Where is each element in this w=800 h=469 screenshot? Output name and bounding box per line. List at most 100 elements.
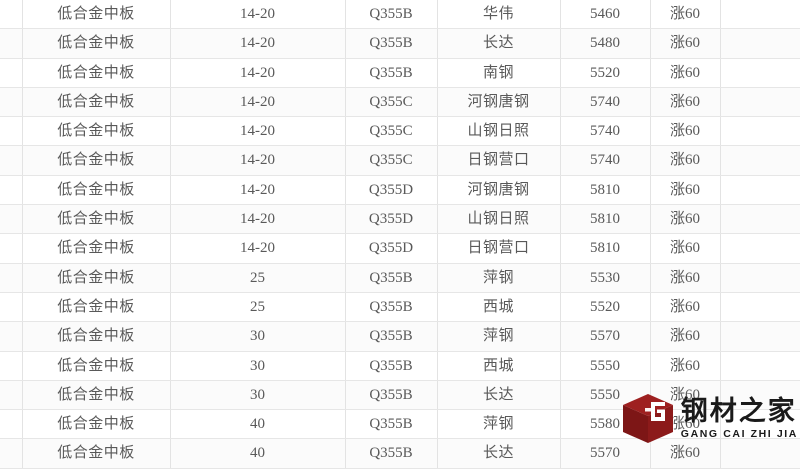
table-row[interactable]: 低合金中板 25 Q355B 萍钢 5530 涨60 — [0, 263, 800, 293]
row-gutter-right — [720, 87, 800, 118]
cell-grade: Q355B — [345, 58, 438, 88]
table-row[interactable]: 低合金中板 14-20 Q355D 山钢日照 5810 涨60 — [0, 204, 800, 235]
cell-product: 低合金中板 — [22, 409, 171, 440]
cell-spec: 40 — [170, 438, 346, 469]
row-gutter-left — [0, 409, 23, 440]
cell-grade: Q355D — [345, 233, 438, 264]
cell-mill: 萍钢 — [437, 263, 561, 293]
cell-change: 涨60 — [650, 204, 721, 235]
cell-change: 涨60 — [650, 87, 721, 118]
row-gutter-right — [720, 116, 800, 147]
cell-product: 低合金中板 — [22, 58, 171, 88]
cell-change: 涨60 — [650, 0, 721, 30]
cell-spec: 14-20 — [170, 233, 346, 264]
row-gutter-left — [0, 116, 23, 147]
cell-mill: 日钢营口 — [437, 233, 561, 264]
cell-mill: 日钢营口 — [437, 145, 561, 176]
cell-grade: Q355B — [345, 0, 438, 30]
cell-product: 低合金中板 — [22, 145, 171, 176]
row-gutter-left — [0, 28, 23, 59]
row-gutter-right — [720, 204, 800, 235]
cell-spec: 40 — [170, 409, 346, 440]
cell-mill: 西城 — [437, 351, 561, 381]
cell-change: 涨60 — [650, 58, 721, 88]
cell-spec: 25 — [170, 292, 346, 323]
cell-spec: 14-20 — [170, 116, 346, 147]
cell-product: 低合金中板 — [22, 438, 171, 469]
cell-price: 5740 — [560, 145, 651, 176]
cell-spec: 14-20 — [170, 28, 346, 59]
cell-spec: 14-20 — [170, 204, 346, 235]
cell-grade: Q355C — [345, 116, 438, 147]
cell-change: 涨60 — [650, 28, 721, 59]
cell-product: 低合金中板 — [22, 116, 171, 147]
row-gutter-right — [720, 292, 800, 323]
cell-grade: Q355C — [345, 145, 438, 176]
cell-spec: 30 — [170, 321, 346, 352]
cell-price: 5740 — [560, 87, 651, 118]
cell-mill: 山钢日照 — [437, 116, 561, 147]
table-row[interactable]: 低合金中板 40 Q355B 萍钢 5580 涨60 — [0, 409, 800, 440]
table-row[interactable]: 低合金中板 40 Q355B 长达 5570 涨60 — [0, 438, 800, 469]
table-row[interactable]: 低合金中板 14-20 Q355B 华伟 5460 涨60 — [0, 0, 800, 30]
row-gutter-right — [720, 233, 800, 264]
cell-spec: 25 — [170, 263, 346, 293]
cell-mill: 河钢唐钢 — [437, 87, 561, 118]
table-row[interactable]: 低合金中板 30 Q355B 西城 5550 涨60 — [0, 351, 800, 381]
cell-mill: 萍钢 — [437, 409, 561, 440]
table-row[interactable]: 低合金中板 25 Q355B 西城 5520 涨60 — [0, 292, 800, 323]
cell-spec: 30 — [170, 380, 346, 411]
cell-grade: Q355D — [345, 175, 438, 206]
table-row[interactable]: 低合金中板 30 Q355B 长达 5550 涨60 — [0, 380, 800, 411]
cell-change: 涨60 — [650, 380, 721, 411]
row-gutter-left — [0, 145, 23, 176]
cell-product: 低合金中板 — [22, 263, 171, 293]
cell-spec: 14-20 — [170, 58, 346, 88]
table-row[interactable]: 低合金中板 14-20 Q355B 南钢 5520 涨60 — [0, 58, 800, 88]
cell-spec: 30 — [170, 351, 346, 381]
row-gutter-right — [720, 28, 800, 59]
cell-product: 低合金中板 — [22, 380, 171, 411]
cell-price: 5810 — [560, 233, 651, 264]
cell-product: 低合金中板 — [22, 175, 171, 206]
cell-mill: 萍钢 — [437, 321, 561, 352]
cell-spec: 14-20 — [170, 175, 346, 206]
cell-product: 低合金中板 — [22, 28, 171, 59]
cell-change: 涨60 — [650, 116, 721, 147]
cell-price: 5810 — [560, 204, 651, 235]
cell-spec: 14-20 — [170, 0, 346, 30]
cell-product: 低合金中板 — [22, 87, 171, 118]
row-gutter-right — [720, 438, 800, 469]
cell-spec: 14-20 — [170, 87, 346, 118]
cell-grade: Q355B — [345, 351, 438, 381]
row-gutter-left — [0, 233, 23, 264]
row-gutter-left — [0, 351, 23, 381]
row-gutter-left — [0, 438, 23, 469]
row-gutter-left — [0, 0, 23, 30]
row-gutter-right — [720, 58, 800, 88]
row-gutter-left — [0, 263, 23, 293]
table-row[interactable]: 低合金中板 30 Q355B 萍钢 5570 涨60 — [0, 321, 800, 352]
cell-mill: 西城 — [437, 292, 561, 323]
cell-mill: 长达 — [437, 28, 561, 59]
table-row[interactable]: 低合金中板 14-20 Q355C 河钢唐钢 5740 涨60 — [0, 87, 800, 118]
table-row[interactable]: 低合金中板 14-20 Q355B 长达 5480 涨60 — [0, 28, 800, 59]
cell-spec: 14-20 — [170, 145, 346, 176]
cell-price: 5520 — [560, 58, 651, 88]
table-row[interactable]: 低合金中板 14-20 Q355D 河钢唐钢 5810 涨60 — [0, 175, 800, 206]
cell-product: 低合金中板 — [22, 321, 171, 352]
cell-price: 5550 — [560, 380, 651, 411]
cell-product: 低合金中板 — [22, 0, 171, 30]
cell-change: 涨60 — [650, 351, 721, 381]
cell-price: 5570 — [560, 438, 651, 469]
table-row[interactable]: 低合金中板 14-20 Q355C 山钢日照 5740 涨60 — [0, 116, 800, 147]
table-row[interactable]: 低合金中板 14-20 Q355D 日钢营口 5810 涨60 — [0, 233, 800, 264]
cell-mill: 山钢日照 — [437, 204, 561, 235]
cell-grade: Q355B — [345, 321, 438, 352]
table-row[interactable]: 低合金中板 14-20 Q355C 日钢营口 5740 涨60 — [0, 145, 800, 176]
cell-grade: Q355B — [345, 292, 438, 323]
cell-mill: 华伟 — [437, 0, 561, 30]
